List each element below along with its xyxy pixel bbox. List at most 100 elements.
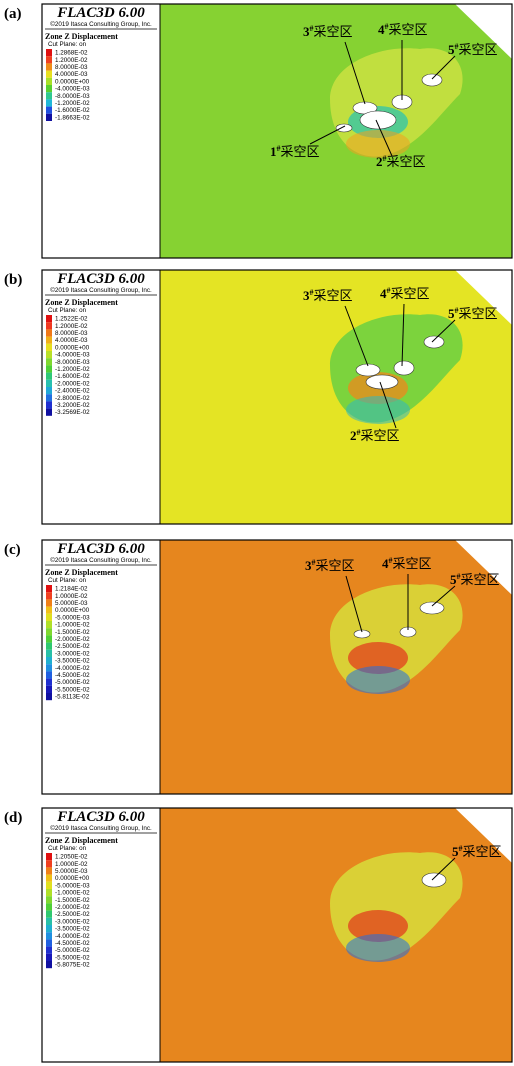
legend-swatch bbox=[46, 337, 52, 344]
legend-swatch bbox=[46, 394, 52, 401]
legend-swatch bbox=[46, 961, 52, 968]
legend-value: -5.8075E-02 bbox=[55, 962, 90, 969]
legend-value: -3.5000E-02 bbox=[55, 926, 90, 933]
panel: (b) FLAC3D 6.00©2019 Itasca Consulting Gr… bbox=[4, 270, 512, 524]
panel-label: (b) bbox=[4, 272, 22, 288]
legend-value: -5.0000E-03 bbox=[55, 614, 90, 621]
legend-value: 8.0000E-03 bbox=[55, 330, 88, 337]
legend-value: -3.2000E-02 bbox=[55, 402, 90, 409]
legend-swatch bbox=[46, 599, 52, 606]
legend-swatch bbox=[46, 896, 52, 903]
legend-swatch bbox=[46, 643, 52, 650]
legend-swatch bbox=[46, 99, 52, 106]
legend-value: -5.0000E-02 bbox=[55, 679, 90, 686]
legend-swatch bbox=[46, 903, 52, 910]
legend-value: -4.0000E-03 bbox=[55, 86, 90, 93]
legend-value: -1.5000E-02 bbox=[55, 897, 90, 904]
legend-swatch bbox=[46, 380, 52, 387]
legend-swatch bbox=[46, 614, 52, 621]
panel: (c)FLAC3D 6.00©2019 Itasca Consulting Gr… bbox=[4, 540, 512, 794]
legend-value: -3.2569E-02 bbox=[55, 409, 90, 416]
legend-swatch bbox=[46, 671, 52, 678]
goaf-text: 采空区 bbox=[463, 845, 502, 860]
legend-value: -2.0000E-02 bbox=[55, 636, 90, 643]
legend-swatch bbox=[46, 373, 52, 380]
legend-value: -1.6000E-02 bbox=[55, 373, 90, 380]
goaf-text: 采空区 bbox=[391, 287, 430, 302]
deformation-core bbox=[346, 934, 410, 962]
legend-swatch bbox=[46, 387, 52, 394]
legend-swatch bbox=[46, 592, 52, 599]
legend-swatch bbox=[46, 49, 52, 56]
goaf-cavity bbox=[422, 74, 442, 86]
copyright: ©2019 Itasca Consulting Group, Inc. bbox=[50, 20, 152, 28]
legend-swatch bbox=[46, 882, 52, 889]
legend-swatch bbox=[46, 107, 52, 114]
legend-swatch bbox=[46, 918, 52, 925]
legend-swatch bbox=[46, 867, 52, 874]
copyright: ©2019 Itasca Consulting Group, Inc. bbox=[50, 286, 152, 294]
legend-swatch bbox=[46, 56, 52, 63]
goaf-cavity bbox=[336, 124, 352, 132]
legend-value: -4.5000E-02 bbox=[55, 672, 90, 679]
legend-value: -8.0000E-03 bbox=[55, 93, 90, 100]
legend-swatch bbox=[46, 114, 52, 121]
panel-label: (d) bbox=[4, 810, 22, 826]
legend-swatch bbox=[46, 657, 52, 664]
legend-swatch bbox=[46, 860, 52, 867]
legend-swatch bbox=[46, 954, 52, 961]
cut-plane: Cut Plane: on bbox=[48, 577, 87, 584]
goaf-text: 采空区 bbox=[314, 289, 353, 304]
legend-swatch bbox=[46, 329, 52, 336]
legend-value: 1.2000E-02 bbox=[55, 323, 88, 330]
legend-value: 8.0000E-03 bbox=[55, 64, 88, 71]
legend-heading: Zone Z Displacement bbox=[45, 298, 118, 307]
legend-value: -2.0000E-02 bbox=[55, 904, 90, 911]
goaf-text: 采空区 bbox=[393, 557, 432, 572]
legend-value: -4.5000E-02 bbox=[55, 940, 90, 947]
legend-swatch bbox=[46, 932, 52, 939]
legend-swatch bbox=[46, 939, 52, 946]
goaf-text: 采空区 bbox=[316, 559, 355, 574]
legend-value: 1.2868E-02 bbox=[55, 50, 88, 57]
legend-value: 0.0000E+00 bbox=[55, 875, 90, 882]
legend-swatch bbox=[46, 679, 52, 686]
panel-label: (a) bbox=[4, 6, 22, 22]
legend-swatch bbox=[46, 401, 52, 408]
legend-swatch bbox=[46, 344, 52, 351]
copyright: ©2019 Itasca Consulting Group, Inc. bbox=[50, 556, 152, 564]
legend-value: -1.2000E-02 bbox=[55, 100, 90, 107]
legend-value: -2.8000E-02 bbox=[55, 395, 90, 402]
legend-value: 4.0000E-03 bbox=[55, 337, 88, 344]
legend-value: -5.0000E-02 bbox=[55, 947, 90, 954]
legend-swatch bbox=[46, 635, 52, 642]
goaf-cavity bbox=[422, 873, 446, 887]
legend-swatch bbox=[46, 322, 52, 329]
figure: (a)FLAC3D 6.00©2019 Itasca Consulting Gr… bbox=[0, 0, 514, 1066]
legend-swatch bbox=[46, 409, 52, 416]
legend-value: 4.0000E-03 bbox=[55, 71, 88, 78]
goaf-cavity bbox=[394, 361, 414, 375]
goaf-text: 采空区 bbox=[314, 25, 353, 40]
legend-value: -5.5000E-02 bbox=[55, 686, 90, 693]
legend-swatch bbox=[46, 365, 52, 372]
panel: (a)FLAC3D 6.00©2019 Itasca Consulting Gr… bbox=[4, 4, 512, 258]
goaf-cavity bbox=[420, 602, 444, 614]
legend-value: 5.0000E-03 bbox=[55, 600, 88, 607]
goaf-text: 采空区 bbox=[281, 145, 320, 160]
software-title: FLAC3D 6.00 bbox=[56, 271, 145, 287]
legend-value: -1.0000E-02 bbox=[55, 890, 90, 897]
legend-swatch bbox=[46, 92, 52, 99]
legend-value: -8.0000E-03 bbox=[55, 359, 90, 366]
software-title: FLAC3D 6.00 bbox=[56, 541, 145, 557]
legend-value: -5.5000E-02 bbox=[55, 954, 90, 961]
legend-swatch bbox=[46, 607, 52, 614]
copyright: ©2019 Itasca Consulting Group, Inc. bbox=[50, 824, 152, 832]
goaf-text: 采空区 bbox=[461, 573, 500, 588]
legend-value: -1.8663E-02 bbox=[55, 114, 90, 121]
legend-value: -3.0000E-02 bbox=[55, 918, 90, 925]
legend-swatch bbox=[46, 875, 52, 882]
legend-value: -1.6000E-02 bbox=[55, 107, 90, 114]
legend-value: 0.0000E+00 bbox=[55, 607, 90, 614]
legend-value: 0.0000E+00 bbox=[55, 78, 90, 85]
